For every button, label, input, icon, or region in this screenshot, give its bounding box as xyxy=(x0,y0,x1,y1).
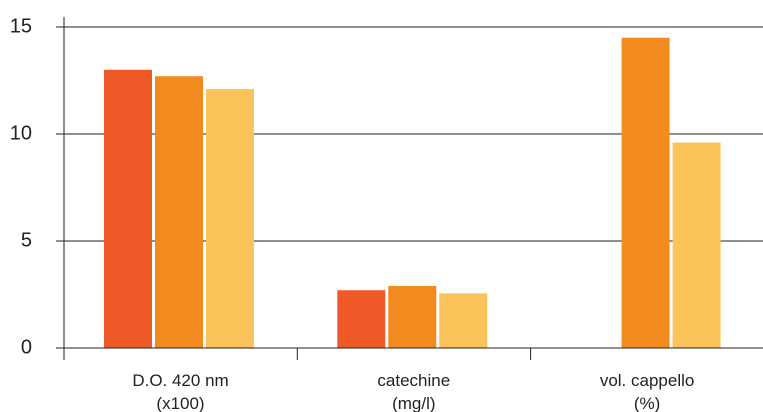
x-category-unit-label: (x100) xyxy=(156,394,204,412)
bars xyxy=(104,37,721,349)
x-category-label: catechine xyxy=(377,371,450,390)
bar xyxy=(104,69,152,349)
x-category-unit-label: (%) xyxy=(634,394,660,412)
axes xyxy=(56,17,763,360)
x-category-unit-label: (mg/l) xyxy=(392,394,435,412)
bar xyxy=(155,76,203,348)
y-tick-label: 5 xyxy=(21,229,32,251)
bar xyxy=(621,37,670,348)
y-tick-label: 15 xyxy=(10,15,32,37)
bar xyxy=(388,285,437,348)
y-tick-label: 10 xyxy=(10,122,32,144)
bar xyxy=(206,89,254,348)
y-tick-label: 0 xyxy=(21,336,32,358)
x-category-label: D.O. 420 nm xyxy=(132,371,228,390)
x-category-label: vol. cappello xyxy=(600,371,695,390)
bar xyxy=(337,290,386,348)
bar xyxy=(439,293,488,348)
bar xyxy=(672,142,721,348)
labels: 0 5 10 15 D.O. 420 nm (x100) catechine (mg/l) vo… xyxy=(10,15,695,412)
